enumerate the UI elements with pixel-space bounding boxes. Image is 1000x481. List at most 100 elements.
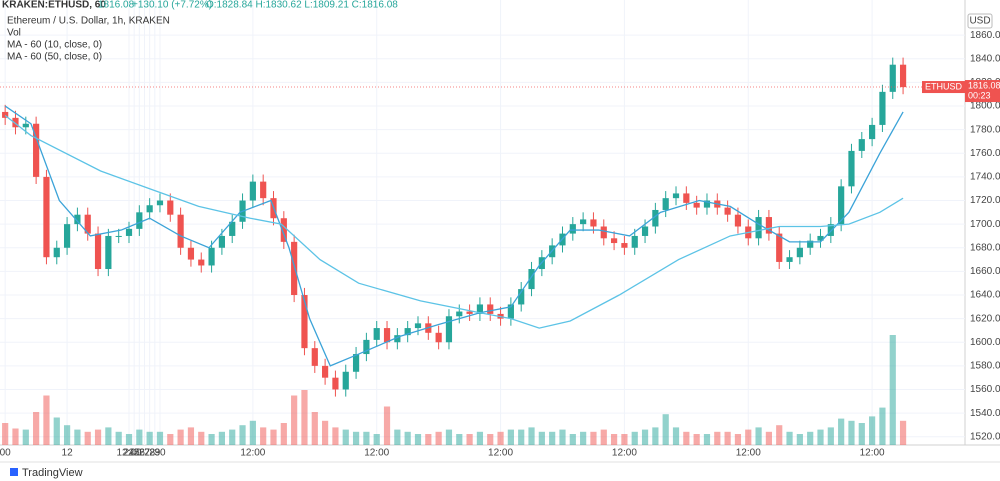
currency-box[interactable] — [967, 13, 993, 29]
candle-body — [12, 117, 19, 128]
y-tick-label: 1740.00 — [970, 172, 1000, 183]
candle-body — [43, 176, 50, 258]
volume-bar — [518, 429, 525, 445]
volume-bar — [734, 434, 742, 445]
volume-bar — [105, 427, 112, 445]
candle-body — [641, 226, 649, 236]
volume-bar — [74, 429, 81, 445]
candle-body — [621, 243, 628, 248]
candle-body — [187, 247, 195, 260]
volume-bar — [291, 395, 298, 445]
candle-body — [652, 209, 659, 227]
candle-body — [249, 181, 256, 201]
candle-body — [672, 193, 680, 199]
volume-bar — [724, 431, 731, 445]
y-tick-label: 1680.00 — [970, 242, 1000, 253]
volume-bar — [476, 431, 484, 445]
grid — [0, 0, 965, 445]
candle-body — [414, 323, 422, 329]
volume-bar — [538, 431, 545, 445]
volume-bar — [146, 431, 153, 445]
volume-bar — [115, 431, 122, 445]
volume-bar — [817, 429, 824, 445]
currency-label[interactable]: USD — [969, 16, 990, 27]
volume-bar — [807, 431, 814, 445]
volume-bar — [167, 434, 174, 445]
volume-bar — [435, 431, 442, 445]
volume-bar — [683, 431, 690, 445]
candle-body — [105, 235, 112, 270]
candle-body — [208, 247, 215, 266]
volume-bar — [549, 431, 556, 445]
volume-bar — [600, 429, 607, 445]
header-symbol: KRAKEN:ETHUSD, 60 — [2, 0, 106, 11]
volume-bar — [177, 429, 184, 445]
volume-bar — [796, 434, 803, 445]
volume-bar — [569, 434, 576, 445]
candle-body — [580, 219, 587, 225]
candle-body — [889, 64, 896, 92]
candle-body — [662, 198, 669, 210]
y-tick-label: 1860.00 — [970, 30, 1000, 41]
x-tick-label: 12:00 — [488, 448, 513, 459]
x-tick-label: 27 — [139, 448, 151, 459]
volume-bar — [33, 412, 40, 445]
y-tick-label: 1600.00 — [970, 337, 1000, 348]
last-price-symbol: ETHUSD — [925, 81, 963, 91]
candle-body — [683, 193, 690, 203]
volume-bar — [786, 431, 793, 445]
brand: TradingView — [22, 467, 83, 479]
candle-body — [590, 219, 597, 227]
volume-bar — [63, 425, 71, 445]
legend-ma10: MA - 60 (10, close, 0) — [7, 40, 102, 51]
candle-body — [899, 64, 907, 88]
candle-body — [136, 212, 143, 229]
candle-body — [198, 259, 205, 266]
volume-bar — [156, 431, 164, 445]
candle-body — [435, 332, 442, 343]
candle-body — [848, 150, 855, 187]
volume-bar — [187, 427, 195, 445]
volume-bar — [631, 431, 638, 445]
x-tick-label: 12:00 — [116, 448, 141, 459]
volume-bar — [43, 395, 50, 445]
candle-body — [53, 247, 60, 258]
volume-bar — [580, 431, 587, 445]
volume-bar — [352, 431, 360, 445]
x-tick-label: 12:00 — [860, 448, 885, 459]
volume-bar — [12, 428, 19, 445]
candle-body — [724, 207, 731, 215]
volume-bar — [776, 425, 783, 445]
volume-bar — [755, 427, 762, 445]
volume-bar — [672, 427, 680, 445]
x-tick-label: 00 — [0, 448, 11, 459]
volume-bar — [507, 429, 514, 445]
candle-body — [373, 328, 380, 340]
candle-body — [693, 202, 700, 208]
volume-bar — [528, 427, 535, 445]
moving-average-line — [4, 114, 904, 329]
volume-bar — [136, 429, 143, 445]
candle-body — [363, 339, 370, 355]
x-tick-label: 26 — [134, 448, 146, 459]
x-tick-label: 29 — [149, 448, 161, 459]
legend-ma50: MA - 60 (50, close, 0) — [7, 52, 102, 63]
candle-body — [125, 228, 133, 236]
moving-average-line — [4, 105, 904, 367]
candle-body — [311, 348, 318, 366]
candle-body — [22, 123, 29, 128]
y-tick-label: 1780.00 — [970, 124, 1000, 135]
volume-bar — [239, 425, 246, 445]
volume-bar — [260, 427, 267, 445]
candle-body — [63, 224, 71, 248]
x-tick-label: 12:00 — [736, 448, 761, 459]
volume-bar — [198, 431, 205, 445]
volume-bar — [311, 412, 318, 445]
candle-body — [518, 289, 525, 305]
candle-body — [445, 316, 453, 343]
volume-bar — [899, 420, 907, 445]
volume-bar — [218, 431, 225, 445]
volume-bar — [322, 420, 329, 445]
legend-main: Ethereum / U.S. Dollar, 1h, KRAKEN — [7, 16, 170, 27]
